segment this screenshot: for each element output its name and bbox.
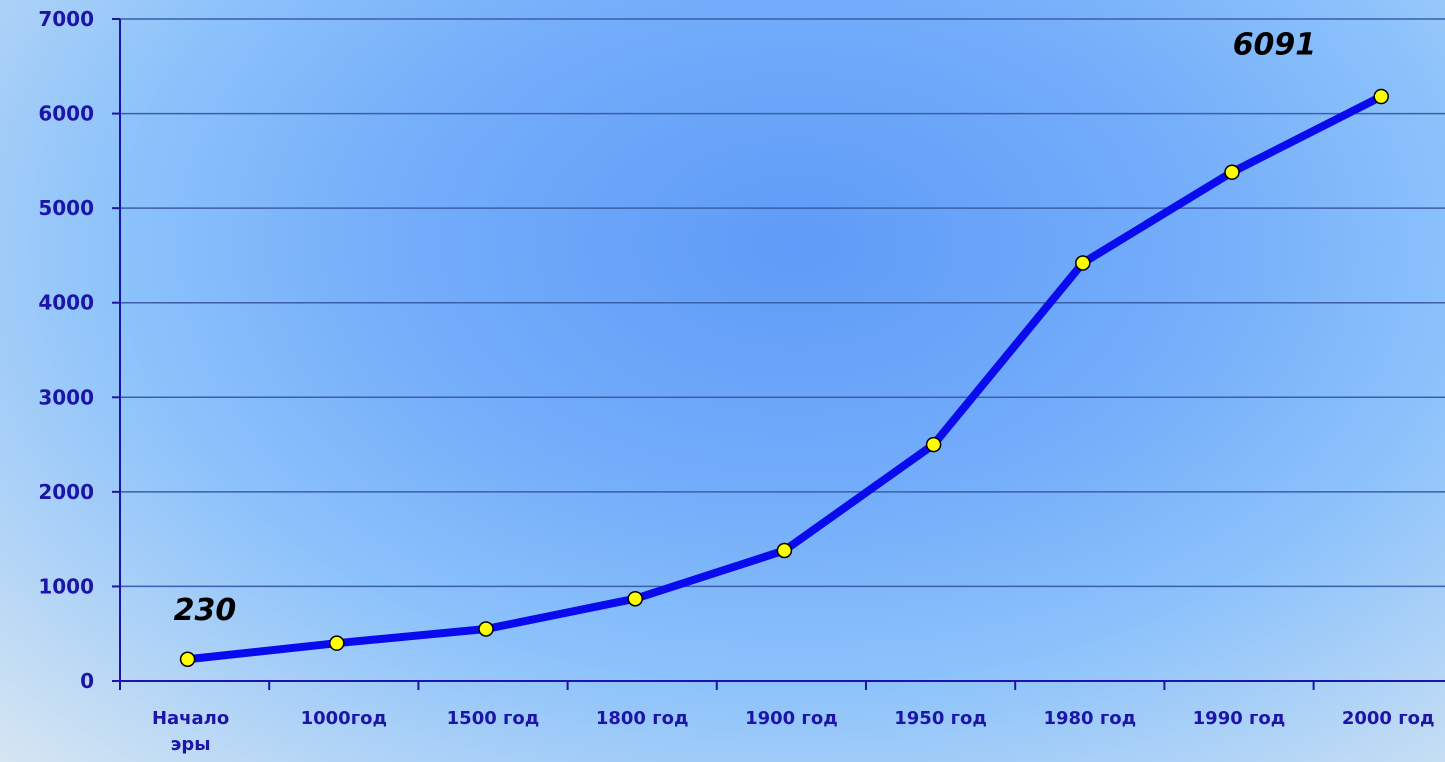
x-tick-label: 1950 год <box>894 708 987 729</box>
x-tick-label: 1000год <box>301 708 387 729</box>
y-tick-label: 5000 <box>38 196 94 220</box>
x-tick-label: 1800 год <box>596 708 689 729</box>
x-tick-label: 1980 год <box>1043 708 1136 729</box>
data-point <box>329 635 345 651</box>
x-tick-label: 1900 год <box>745 708 838 729</box>
data-label: 6091 <box>1233 28 1317 63</box>
x-tick-label: 1500 год <box>447 708 540 729</box>
data-point <box>478 621 494 637</box>
data-point <box>1373 88 1389 105</box>
data-point <box>1075 255 1091 271</box>
x-tick-label: Начало эры <box>152 708 229 755</box>
y-tick-label: 0 <box>80 669 94 693</box>
y-tick-label: 4000 <box>38 291 94 315</box>
data-point <box>925 436 942 453</box>
data-label: 230 <box>174 593 237 628</box>
data-point <box>1224 164 1240 180</box>
data-point <box>179 651 196 667</box>
data-point <box>776 542 793 559</box>
y-tick-label: 2000 <box>38 480 94 504</box>
y-tick-label: 7000 <box>38 7 94 31</box>
data-point <box>627 590 643 607</box>
x-tick-label: 2000 год <box>1342 708 1435 729</box>
y-tick-label: 1000 <box>38 574 94 598</box>
y-tick-label: 6000 <box>38 102 94 126</box>
series-line <box>183 92 1386 664</box>
x-tick-label: 1990 год <box>1193 708 1286 729</box>
y-tick-label: 3000 <box>38 385 94 409</box>
